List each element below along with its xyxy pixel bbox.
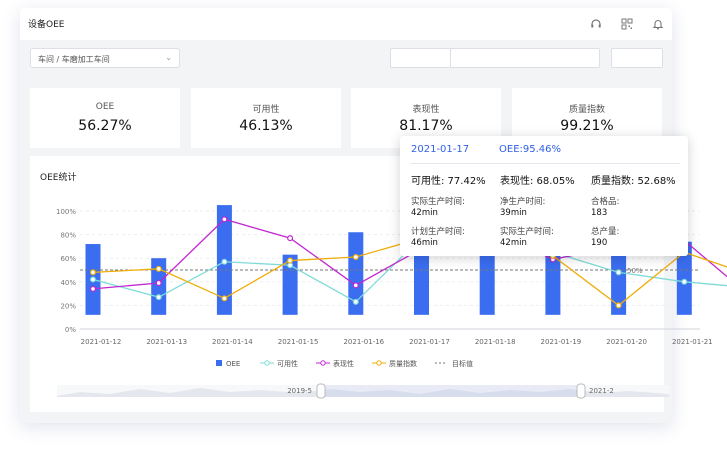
- series-point: [89, 285, 96, 292]
- target-label: 50%: [627, 267, 643, 275]
- oee-bar: [151, 258, 167, 315]
- tooltip-field-label: 合格品:: [591, 197, 620, 207]
- y-tick-label: 80%: [60, 232, 76, 240]
- slider-selection: [321, 385, 581, 397]
- legend-label: 目标值: [452, 359, 473, 368]
- series-point: [615, 269, 622, 276]
- tooltip-field-label: 实际生产时间:: [500, 227, 554, 237]
- slider-handle-right: [576, 383, 586, 399]
- tooltip-field-value: 183: [591, 208, 608, 218]
- chart-tooltip: 2021-01-17 OEE:95.46% 可用性: 77.42% 表现性: 6…: [400, 136, 688, 256]
- series-point: [352, 298, 359, 305]
- legend-swatch: [320, 360, 326, 366]
- kpi-value: 99.21%: [560, 118, 614, 134]
- tooltip-field-value: 190: [591, 238, 608, 248]
- legend-label: OEE: [226, 360, 240, 368]
- page-title: 设备OEE: [28, 20, 65, 30]
- y-tick-label: 100%: [56, 208, 76, 216]
- query-button[interactable]: [611, 48, 663, 68]
- chart-legend: OEE 可用性 表现性 质量指数 目标值: [216, 359, 473, 368]
- bell-icon[interactable]: [652, 18, 664, 30]
- oee-bar: [611, 242, 627, 315]
- tooltip-oee: OEE:95.46%: [499, 144, 562, 155]
- series-point: [221, 258, 228, 265]
- x-tick-label: 2021-01-15: [278, 338, 319, 346]
- series-point: [155, 265, 162, 272]
- tooltip-field-label: 总产量:: [591, 227, 620, 237]
- series-point: [89, 269, 96, 276]
- kpi-card-availability: 可用性 46.13%: [191, 88, 341, 148]
- kpi-label: 质量指数: [568, 105, 605, 115]
- x-axis-labels: 2021-01-12 2021-01-13 2021-01-14 2021-01-15…: [81, 338, 713, 346]
- legend-swatch: [264, 360, 270, 366]
- oee-bar: [348, 232, 364, 315]
- legend-swatch: [216, 360, 222, 366]
- x-tick-label: 2021-01-19: [541, 338, 582, 346]
- tooltip-field-value: 42min: [500, 238, 527, 248]
- workshop-select[interactable]: 车间 / 车磨加工车间 ⌄: [30, 48, 180, 68]
- x-tick-label: 2021-01-13: [146, 338, 187, 346]
- tooltip-field-value: 42min: [411, 208, 438, 218]
- slider-preview: [57, 388, 669, 397]
- kpi-label: OEE: [95, 102, 115, 112]
- headset-icon[interactable]: [590, 18, 602, 30]
- y-tick-label: 60%: [60, 255, 76, 263]
- series-point: [155, 279, 162, 286]
- tooltip-field-label: 实际生产时间:: [411, 197, 465, 207]
- chart-title: OEE统计: [40, 173, 77, 183]
- x-tick-label: 2021-01-21: [672, 338, 713, 346]
- zoom-slider[interactable]: 2019-5 2021-2: [57, 383, 669, 399]
- series-point: [681, 278, 688, 285]
- series-point: [221, 216, 228, 223]
- x-tick-label: 2021-01-12: [81, 338, 122, 346]
- slider-end-label: 2021-2: [589, 387, 614, 395]
- qrcode-icon[interactable]: [621, 18, 633, 30]
- series-point: [287, 235, 294, 242]
- tooltip-field-label: 计划生产时间:: [411, 227, 465, 237]
- x-tick-label: 2021-01-18: [475, 338, 516, 346]
- series-point: [287, 257, 294, 264]
- slider-start-label: 2019-5: [287, 387, 312, 395]
- tooltip-date: 2021-01-17: [411, 144, 470, 155]
- tooltip-availability: 可用性: 77.42%: [411, 176, 486, 187]
- kpi-value: 46.13%: [239, 118, 293, 134]
- legend-label: 质量指数: [389, 359, 417, 368]
- legend-label: 可用性: [277, 359, 298, 368]
- tooltip-field-value: 46min: [411, 238, 438, 248]
- y-tick-label: 0%: [65, 326, 76, 334]
- series-point: [221, 295, 228, 302]
- x-tick-label: 2021-01-17: [409, 338, 450, 346]
- kpi-label: 可用性: [252, 105, 280, 115]
- tooltip-field-value: 39min: [500, 208, 527, 218]
- date-end-input[interactable]: [450, 48, 600, 68]
- kpi-card-oee: OEE 56.27%: [30, 88, 180, 148]
- series-point: [287, 262, 294, 269]
- oee-bar: [676, 241, 692, 315]
- slider-handle-left: [316, 383, 326, 399]
- kpi-value: 81.17%: [399, 118, 453, 134]
- y-tick-label: 20%: [60, 302, 76, 310]
- tooltip-field-label: 净生产时间:: [500, 197, 546, 207]
- x-tick-label: 2021-01-16: [343, 338, 384, 346]
- series-point: [352, 282, 359, 289]
- series-point: [615, 302, 622, 309]
- workshop-select-value: 车间 / 车磨加工车间: [38, 55, 110, 64]
- legend-label: 表现性: [333, 359, 354, 368]
- x-tick-label: 2021-01-20: [606, 338, 647, 346]
- tooltip-quality: 质量指数: 52.68%: [591, 176, 676, 187]
- series-point: [155, 294, 162, 301]
- tooltip-performance: 表现性: 68.05%: [500, 176, 575, 187]
- chevron-down-icon: ⌄: [165, 53, 172, 62]
- tooltip-divider: [410, 163, 680, 164]
- legend-swatch: [376, 360, 382, 366]
- kpi-value: 56.27%: [78, 118, 132, 134]
- target-line: 50%: [80, 267, 700, 275]
- series-point: [89, 276, 96, 283]
- kpi-label: 表现性: [412, 105, 440, 115]
- series-point: [352, 254, 359, 261]
- x-tick-label: 2021-01-14: [212, 338, 253, 346]
- top-bar: 设备OEE: [20, 8, 672, 40]
- y-tick-label: 40%: [60, 279, 76, 287]
